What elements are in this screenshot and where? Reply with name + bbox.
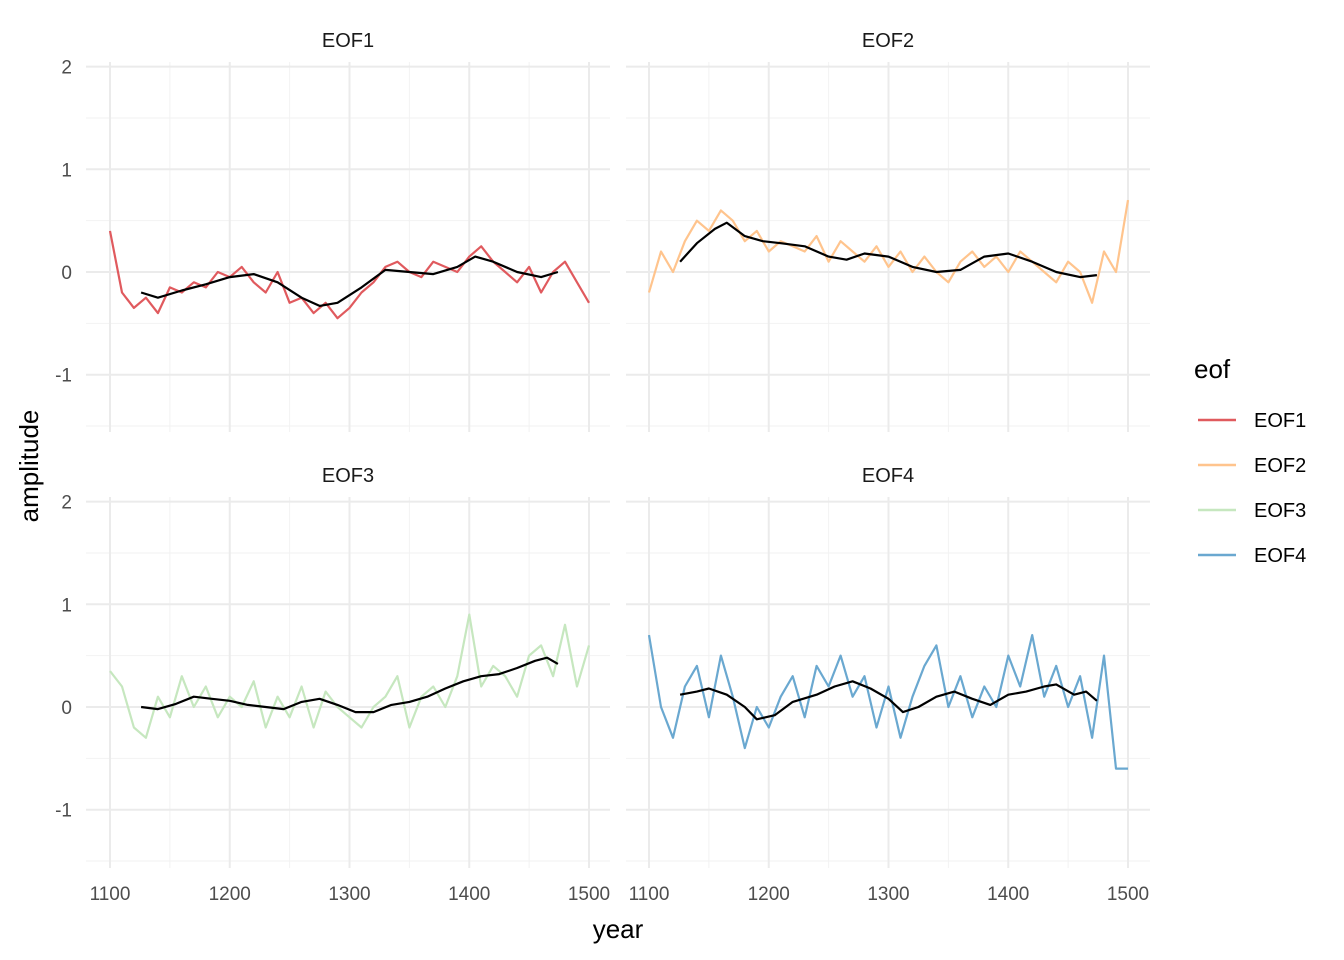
y-tick-label: -1 <box>55 801 72 822</box>
series-line-eof3 <box>109 613 591 739</box>
x-tick-label: 1200 <box>209 884 251 905</box>
smooth-line-eof1 <box>140 255 559 307</box>
y-axis-title: amplitude <box>14 410 44 523</box>
y-tick-label: -1 <box>55 366 72 387</box>
y-tick-label: 2 <box>61 493 72 514</box>
x-tick-label: 1400 <box>987 884 1029 905</box>
legend-label-eof2: EOF2 <box>1254 455 1306 477</box>
series-line-eof2 <box>647 199 1130 304</box>
legend-label-eof3: EOF3 <box>1254 500 1306 522</box>
x-tick-label: 1300 <box>328 884 370 905</box>
x-tick-label: 1100 <box>629 884 670 905</box>
legend-label-eof1: EOF1 <box>1254 410 1306 432</box>
panel-eof2: EOF2 <box>626 30 1150 432</box>
y-tick-label: 1 <box>61 595 72 616</box>
y-tick-label: 0 <box>61 698 72 719</box>
panel-eof3: EOF3 -1 0 1 2 1100 1200 1300 1400 1500 <box>55 465 610 905</box>
y-tick-label: 0 <box>61 263 72 284</box>
legend-label-eof4: EOF4 <box>1254 545 1306 567</box>
panel-eof4: EOF4 1100 1200 1300 1400 1500 <box>626 465 1150 905</box>
x-tick-label: 1100 <box>90 884 131 905</box>
y-tick-label: 2 <box>61 58 72 79</box>
x-tick-label: 1500 <box>568 884 610 905</box>
x-tick-label: 1400 <box>448 884 490 905</box>
facet-label: EOF1 <box>322 30 374 52</box>
smooth-line-eof4 <box>679 680 1098 721</box>
x-tick-label: 1500 <box>1107 884 1149 905</box>
facet-label: EOF2 <box>862 30 914 52</box>
series-line-eof1 <box>108 230 590 320</box>
smooth-line-eof2 <box>679 221 1098 279</box>
x-tick-label: 1200 <box>748 884 790 905</box>
x-tick-label: 1300 <box>867 884 909 905</box>
x-axis-title: year <box>593 914 644 944</box>
panel-eof1: EOF1 -1 0 1 2 <box>55 30 610 432</box>
facet-label: EOF3 <box>322 465 374 487</box>
y-tick-label: 1 <box>61 160 72 181</box>
smooth-line-eof3 <box>140 656 559 714</box>
legend: eof EOF1 EOF2 EOF3 EOF4 <box>1194 354 1306 567</box>
facet-label: EOF4 <box>862 465 914 487</box>
legend-title: eof <box>1194 354 1231 384</box>
panels-layer: EOF1 -1 0 1 2 EOF2 EOF3 -1 0 1 2 1100 1200 1300 1400 15… <box>55 30 1150 905</box>
